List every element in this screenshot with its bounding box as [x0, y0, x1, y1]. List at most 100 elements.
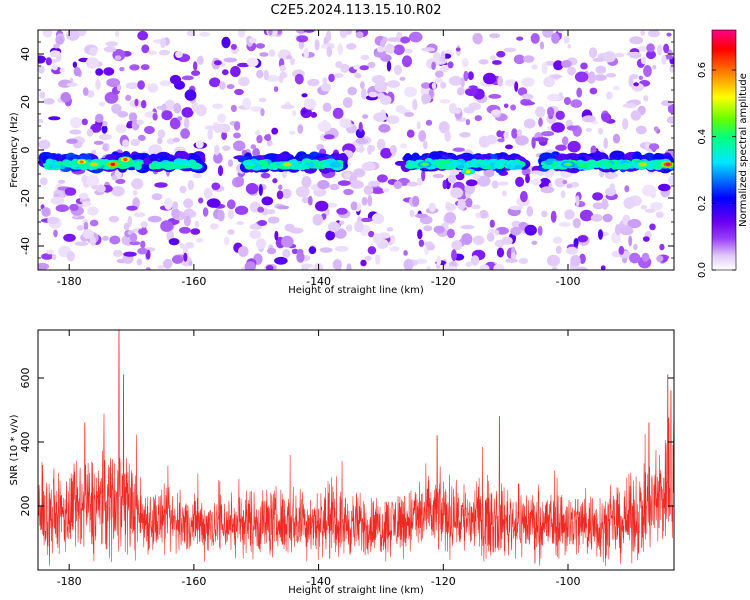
spectrogram-cell [337, 180, 351, 186]
spectrogram-cell [463, 70, 469, 82]
spectrogram-cell [74, 241, 89, 246]
spectrogram-cell [404, 48, 413, 54]
spectrogram-cell [160, 37, 166, 48]
spectrogram-cell [479, 264, 490, 270]
spectrogram-cell [343, 188, 354, 196]
spectrogram-cell [217, 113, 226, 123]
spectrogram-cell [565, 162, 571, 166]
spectrogram-cell [314, 39, 320, 51]
spectrogram-cell [358, 121, 363, 132]
spectrogram-x-tick-label: -140 [306, 275, 331, 288]
spectrogram-cell [514, 81, 519, 92]
spectrogram-cell [261, 196, 274, 206]
spectrogram-cell [643, 95, 649, 102]
spectrogram-cell [268, 49, 276, 57]
spectrogram-cell [629, 252, 641, 264]
spectrogram-cell [342, 97, 353, 108]
snr-y-tick-label: 400 [19, 432, 32, 453]
spectrogram-cell [436, 255, 442, 266]
spectrogram-cell [489, 33, 501, 39]
spectrogram-cell [69, 129, 82, 135]
spectrogram-cell [250, 144, 257, 150]
spectrogram-cell [320, 44, 328, 49]
spectrogram-cell [641, 252, 650, 262]
spectrogram-cell [98, 134, 112, 141]
snr-y-ticks: 200 400 600 [19, 368, 674, 517]
spectrogram-cell [446, 228, 455, 239]
spectrogram-cell [540, 186, 555, 194]
spectrogram-cell [510, 104, 516, 111]
spectrogram-cell [368, 180, 381, 187]
spectrogram-cell [393, 64, 402, 76]
spectrogram-cell [449, 170, 460, 176]
spectrogram-cell [552, 236, 563, 244]
spectrogram-cell [261, 163, 269, 169]
spectrogram-cell [79, 160, 84, 164]
spectrogram-y-ticks: -40 -20 0 20 40 [19, 29, 674, 271]
spectrogram-cell [159, 80, 172, 87]
spectrogram-cell [137, 134, 146, 141]
spectrogram-cell [336, 207, 348, 215]
spectrogram-cell [562, 180, 568, 185]
spectrogram-cell [645, 141, 650, 150]
spectrogram-cell [491, 109, 501, 116]
spectrogram-cell [207, 128, 213, 140]
spectrogram-cell [271, 127, 279, 135]
spectrogram-cell [605, 73, 617, 78]
spectrogram-cell [544, 159, 553, 165]
spectrogram-cell [111, 103, 122, 115]
spectrogram-cell [39, 91, 46, 99]
spectrogram-cell [255, 43, 265, 49]
spectrogram-cell [364, 255, 372, 261]
spectrogram-cell [368, 230, 375, 238]
spectrogram-cell [521, 101, 535, 106]
spectrogram-cell [53, 43, 60, 49]
spectrogram-cell [308, 161, 316, 169]
spectrogram-cell [103, 67, 115, 76]
spectrogram-cell [421, 93, 432, 104]
spectrogram-cell [563, 97, 571, 105]
spectrogram-cell [70, 117, 82, 129]
spectrogram-cell [386, 115, 400, 124]
spectrogram-cell [227, 229, 235, 235]
spectrogram-cell [551, 122, 565, 133]
spectrogram-cell [375, 254, 381, 265]
spectrogram-cell [483, 168, 495, 178]
spectrogram-cell [652, 163, 663, 171]
spectrogram-cell [541, 62, 548, 75]
spectrogram-cell [479, 209, 489, 219]
spectrogram-cell [137, 80, 146, 90]
spectrogram-cell [188, 210, 197, 218]
spectrogram-cell [108, 215, 120, 223]
spectrogram-cell [472, 235, 485, 245]
spectrogram-cell [646, 50, 656, 60]
spectrogram-cell [465, 179, 478, 187]
spectrogram-cell [531, 240, 538, 245]
spectrogram-cell [179, 243, 185, 249]
spectrogram-cell [393, 44, 405, 56]
spectrogram-cell [203, 187, 213, 199]
spectrogram-cell [294, 73, 304, 85]
spectrogram-cell [378, 123, 391, 133]
spectrogram-cell [472, 173, 481, 180]
spectrogram-cell [250, 106, 263, 112]
spectrogram-cell [157, 265, 165, 269]
spectrogram-cell [266, 209, 276, 215]
spectrogram-cell [55, 204, 69, 212]
snr-x-label: Height of straight line (km) [288, 585, 424, 596]
spectrogram-cell [640, 56, 647, 65]
spectrogram-cell [279, 64, 286, 72]
spectrogram-cell [489, 219, 495, 228]
spectrogram-cell [579, 209, 594, 222]
spectrogram-cell [147, 215, 162, 223]
spectrogram-cell [214, 144, 220, 156]
spectrogram-cell [551, 266, 558, 270]
spectrogram-cell [197, 55, 204, 65]
spectrogram-cell [274, 161, 283, 166]
spectrogram-cell [219, 81, 226, 90]
spectrogram-cell [611, 250, 621, 258]
spectrogram-cell [213, 152, 223, 164]
spectrogram-cell [517, 87, 528, 96]
spectrogram-cell [129, 64, 140, 71]
spectrogram-cell [567, 140, 581, 153]
